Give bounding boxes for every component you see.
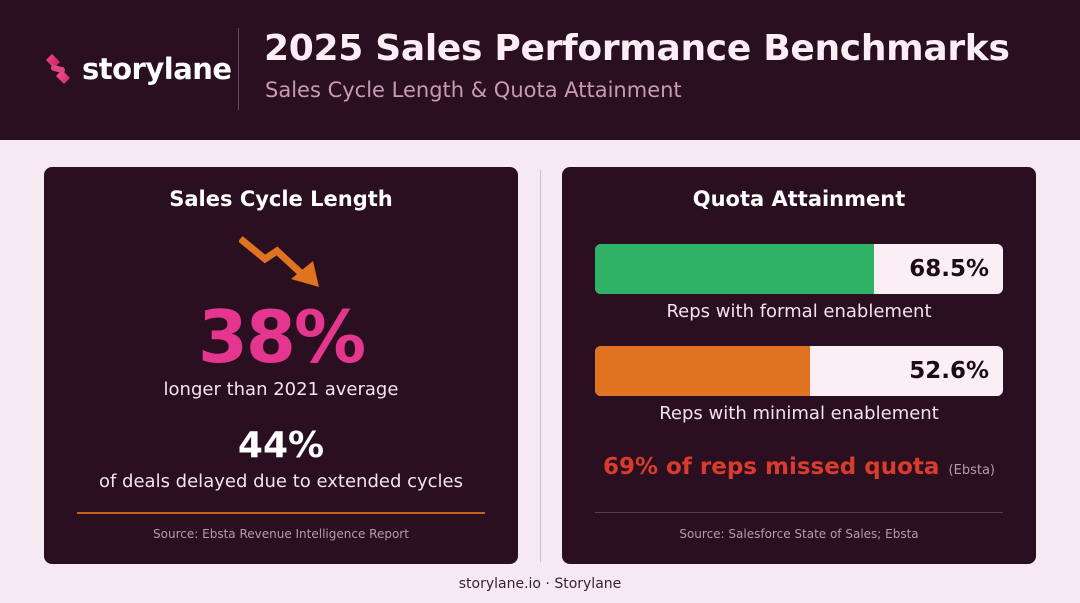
missed-quota-text: 69% of reps missed quota xyxy=(603,454,940,480)
minimal-enablement-bar-fill xyxy=(595,346,810,396)
sales-cycle-card: Sales Cycle Length 38% longer than 2021 … xyxy=(44,167,518,564)
divider-line xyxy=(595,512,1003,513)
missed-quota-source: (Ebsta) xyxy=(948,463,995,478)
panel-divider xyxy=(540,170,541,562)
formal-enablement-bar-fill xyxy=(595,244,875,294)
divider-line xyxy=(77,512,485,514)
minimal-enablement-bar: 52.6% xyxy=(595,346,1003,396)
footer-credit: storylane.io · Storylane xyxy=(458,576,622,592)
header: storylane 2025 Sales Performance Benchma… xyxy=(0,0,1080,140)
sales-cycle-title: Sales Cycle Length xyxy=(169,187,393,211)
missed-quota-callout: 69% of reps missed quota (Ebsta) xyxy=(562,454,1036,480)
quota-attainment-card: Quota Attainment 68.5% Reps with formal … xyxy=(562,167,1036,564)
formal-enablement-value: 68.5% xyxy=(909,256,989,282)
cycle-increase-value: 38% xyxy=(197,295,366,379)
brand-logo[interactable]: storylane xyxy=(40,44,232,94)
minimal-enablement-value: 52.6% xyxy=(909,358,989,384)
quota-source: Source: Salesforce State of Sales; Ebsta xyxy=(679,527,919,541)
formal-enablement-caption: Reps with formal enablement xyxy=(666,301,932,322)
page-title: 2025 Sales Performance Benchmarks xyxy=(264,28,1010,69)
header-divider xyxy=(238,28,239,110)
arrow-trending-down-icon xyxy=(239,236,319,287)
cycle-increase-caption: longer than 2021 average xyxy=(163,379,399,400)
deals-delayed-caption: of deals delayed due to extended cycles xyxy=(98,471,464,492)
brand-name: storylane xyxy=(82,52,232,86)
page-subtitle: Sales Cycle Length & Quota Attainment xyxy=(265,78,682,102)
quota-attainment-title: Quota Attainment xyxy=(692,187,906,211)
sales-cycle-source: Source: Ebsta Revenue Intelligence Repor… xyxy=(153,527,409,541)
deals-delayed-value: 44% xyxy=(237,425,325,466)
minimal-enablement-caption: Reps with minimal enablement xyxy=(659,403,939,424)
storylane-logo-icon xyxy=(46,46,70,92)
formal-enablement-bar: 68.5% xyxy=(595,244,1003,294)
